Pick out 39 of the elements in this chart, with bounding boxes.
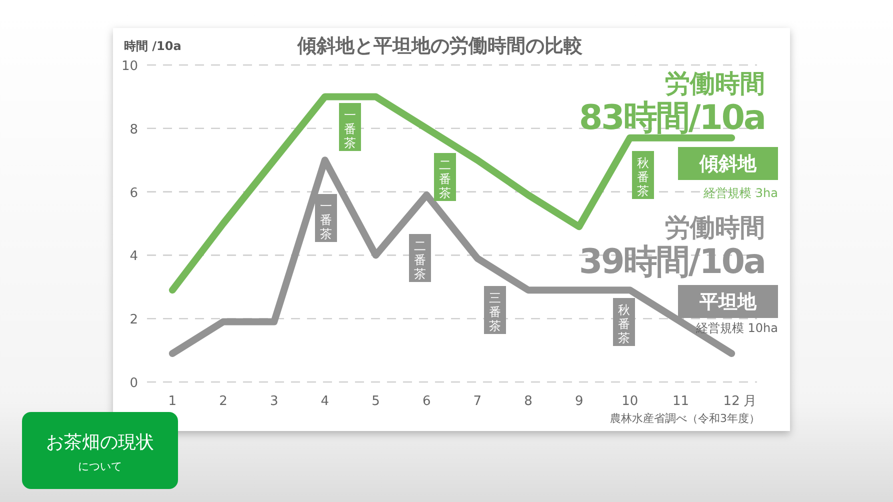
annotation: 労働時間	[665, 213, 765, 242]
annotation: 一番茶	[344, 108, 356, 150]
x-tick-label: 4	[320, 394, 330, 409]
annotation: 経営規模 10ha	[694, 321, 778, 335]
annotation: 一番茶	[320, 199, 332, 241]
x-tick-label: 6	[422, 394, 431, 409]
x-tick-label: 9	[574, 394, 584, 409]
y-tick-label: 6	[130, 186, 138, 201]
annotation: 秋番茶	[637, 156, 649, 198]
x-tick-label: 8	[524, 394, 532, 409]
x-tick-label: 11	[672, 394, 690, 409]
x-tick-label: 1	[168, 394, 177, 409]
y-tick-label: 2	[130, 312, 138, 328]
annotation: 経営規模 3ha	[702, 186, 778, 200]
y-tick-label: 10	[121, 59, 138, 74]
x-tick-label: 12	[723, 394, 740, 409]
series-label: 平坦地	[698, 291, 758, 313]
annotation: 三番茶	[489, 291, 501, 333]
annotation: 二番茶	[414, 239, 426, 281]
y-tick-label: 0	[130, 376, 138, 391]
chart-title: 傾斜地と平坦地の労働時間の比較	[296, 35, 584, 57]
annotation: 労働時間	[665, 69, 765, 98]
text: について	[78, 460, 122, 473]
x-tick-label: 7	[473, 394, 482, 409]
annotation: 39時間/10a	[579, 242, 765, 282]
y-tick-label: 8	[130, 122, 138, 138]
annotation: 秋番茶	[618, 303, 630, 345]
text: 農林水産省調べ（令和3年度）	[610, 412, 760, 425]
x-tick-label: 2	[219, 394, 228, 409]
x-tick-label: 10	[622, 394, 638, 409]
annotation: 83時間/10a	[579, 98, 765, 138]
annotation: 二番茶	[439, 158, 451, 200]
x-axis-title: 月	[744, 394, 757, 409]
y-tick-label: 4	[130, 249, 138, 264]
y-axis-title: 時間 /10a	[124, 39, 182, 53]
x-tick-label: 5	[372, 394, 380, 409]
x-tick-label: 3	[270, 394, 278, 409]
text: お茶畑の現状	[46, 432, 154, 453]
series-label: 傾斜地	[698, 153, 758, 175]
